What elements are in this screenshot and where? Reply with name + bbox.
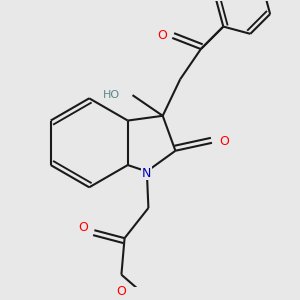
Text: HO: HO [103,90,120,100]
Text: O: O [219,135,229,148]
Text: O: O [78,220,88,233]
Text: O: O [157,29,167,42]
Text: O: O [116,285,126,298]
Text: N: N [142,167,152,179]
